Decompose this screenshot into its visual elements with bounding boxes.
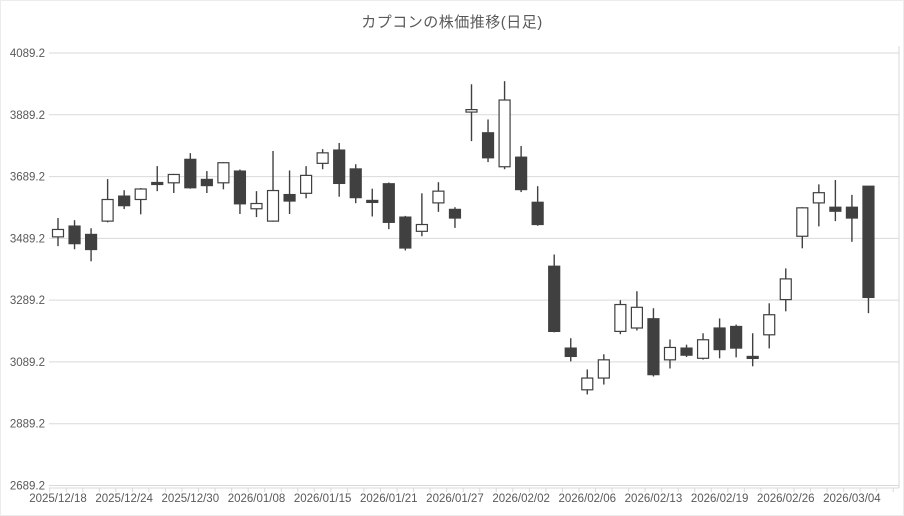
y-tick-label: 3289.2 [10,295,45,307]
x-tick-label: 2025/12/30 [162,493,220,505]
candle-body-up [663,346,677,361]
candle-body-down [481,132,495,159]
candle-body-down [118,195,131,207]
candle-body-down [184,158,197,189]
candle-body-down [531,201,544,226]
candle-body-up [796,207,809,237]
candle-body-up [614,303,627,333]
candle-body-down [680,347,693,356]
y-tick-label: 3889.2 [10,110,45,122]
candle-body-up [217,162,230,184]
gridlines [49,52,899,486]
candle-body-down [233,170,247,205]
x-tick-label: 2026/01/08 [228,493,286,505]
x-axis [49,487,899,492]
candle-body-up [432,190,445,204]
candle-body-up [250,202,263,210]
candle-body-up [465,108,478,113]
candle-body-up [300,174,313,194]
candle-body-up [779,278,792,301]
candle-body-down [862,185,875,299]
chart-title: カプコンの株価推移(日足) [361,14,543,31]
candle-body-up [763,314,776,336]
y-tick-label: 2689.2 [10,481,45,493]
candle-body-down [730,325,743,349]
y-tick-label: 3089.2 [10,357,45,369]
candle-body-down [84,233,98,251]
candle-body-down [349,168,362,199]
candle-body-down [68,225,81,245]
candle-body-up [812,192,825,204]
candle-body-down [283,193,296,202]
x-tick-label: 2026/01/15 [294,493,352,505]
candle-body-down [845,206,859,219]
x-tick-label: 2026/02/02 [492,493,550,505]
candle-body-up [581,377,594,391]
x-tick-label: 2026/02/19 [691,493,749,505]
candle-body-down [746,355,759,360]
x-axis-labels: 2025/12/18 2025/12/24 2025/12/30 2026/01/08… [29,493,881,505]
x-tick-label: 2025/12/24 [95,493,153,505]
x-tick-label: 2026/02/13 [625,493,683,505]
x-tick-label: 2026/03/04 [823,493,881,505]
candle-body-down [713,327,726,351]
candle-body-up [498,99,511,168]
candle-body-down [382,183,395,223]
x-tick-label: 2026/02/06 [558,493,616,505]
y-tick-label: 2889.2 [10,419,45,431]
candle-body-down [366,199,379,204]
x-tick-label: 2026/01/27 [426,493,484,505]
candle-body-up [101,198,114,222]
candle-body-up [134,188,147,201]
x-tick-label: 2026/02/26 [757,493,815,505]
candle-body-down [448,208,462,219]
candle-body-down [399,216,412,249]
candle-body-down [151,181,164,186]
candle-body-down [200,178,213,187]
candle-body-down [515,156,528,191]
y-tick-label: 3489.2 [10,233,45,245]
candle-body-up [630,306,644,329]
candle-body-up [415,223,428,232]
candle-body-up [597,359,610,379]
candles [51,81,875,395]
candle-body-up [51,228,65,238]
candle-body-down [647,318,660,376]
candle-body-up [696,339,710,359]
x-tick-label: 2026/01/21 [360,493,418,505]
candle-body-down [333,149,346,185]
candle-body-up [316,152,329,164]
candle-body-down [829,206,842,212]
candle-body-up [167,173,180,184]
candle-body-up [266,189,280,222]
candle-body-down [548,265,561,333]
y-axis-labels: 4089.2 3889.2 3689.2 3489.2 3289.2 3089.2 2889… [10,48,45,493]
y-tick-label: 3689.2 [10,172,45,184]
y-tick-label: 4089.2 [10,48,45,60]
candle-body-down [564,347,577,358]
x-tick-label: 2025/12/18 [29,493,87,505]
